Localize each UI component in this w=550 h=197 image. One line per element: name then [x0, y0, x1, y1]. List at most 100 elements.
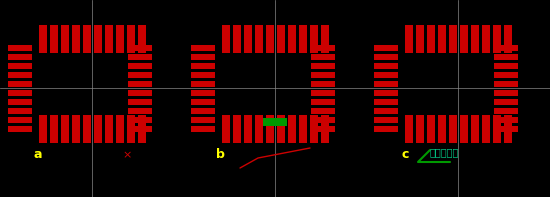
Bar — [138, 115, 146, 143]
Bar — [8, 81, 32, 86]
Bar — [374, 45, 398, 50]
Bar — [191, 45, 215, 50]
Bar — [128, 45, 152, 50]
Bar — [437, 115, 446, 143]
Bar — [448, 115, 456, 143]
Bar — [191, 72, 215, 77]
Bar — [126, 115, 135, 143]
Bar — [311, 45, 335, 50]
Bar — [374, 125, 398, 132]
Bar — [39, 115, 47, 143]
Bar — [311, 116, 335, 123]
Bar — [266, 115, 273, 143]
Bar — [311, 72, 335, 77]
Bar — [404, 25, 412, 53]
Bar — [233, 25, 240, 53]
Bar — [8, 72, 32, 77]
Bar — [39, 25, 47, 53]
Bar — [374, 108, 398, 113]
Bar — [233, 115, 240, 143]
Bar — [191, 108, 215, 113]
Bar — [299, 25, 306, 53]
Bar — [481, 25, 490, 53]
Bar — [288, 115, 295, 143]
Bar — [481, 115, 490, 143]
Bar — [116, 25, 124, 53]
Bar — [311, 62, 335, 69]
Bar — [311, 89, 335, 96]
Bar — [494, 54, 518, 59]
Bar — [374, 54, 398, 59]
Bar — [8, 116, 32, 123]
Bar — [321, 25, 328, 53]
Bar — [459, 115, 468, 143]
Bar — [494, 81, 518, 86]
Bar — [8, 125, 32, 132]
Bar — [191, 89, 215, 96]
Bar — [288, 25, 295, 53]
Bar — [138, 25, 146, 53]
Bar — [8, 108, 32, 113]
Bar — [8, 54, 32, 59]
Bar — [437, 25, 446, 53]
Bar — [415, 25, 424, 53]
Bar — [60, 115, 69, 143]
Bar — [128, 54, 152, 59]
Bar — [94, 115, 102, 143]
Bar — [503, 25, 512, 53]
Bar — [494, 116, 518, 123]
Bar — [72, 115, 80, 143]
Bar — [8, 98, 32, 104]
Bar — [8, 89, 32, 96]
Bar — [311, 108, 335, 113]
Bar — [374, 62, 398, 69]
Bar — [494, 72, 518, 77]
Bar — [8, 62, 32, 69]
Bar — [60, 25, 69, 53]
Bar — [128, 98, 152, 104]
Bar — [374, 72, 398, 77]
Bar — [494, 108, 518, 113]
Bar — [126, 25, 135, 53]
Bar — [104, 115, 113, 143]
Bar — [311, 98, 335, 104]
Bar — [277, 25, 284, 53]
Bar — [494, 98, 518, 104]
Bar — [374, 116, 398, 123]
Bar — [266, 25, 273, 53]
Bar — [128, 89, 152, 96]
Bar — [50, 115, 58, 143]
Bar — [374, 89, 398, 96]
Bar — [404, 115, 412, 143]
Bar — [128, 116, 152, 123]
Bar — [311, 81, 335, 86]
Bar — [426, 25, 434, 53]
Bar — [128, 62, 152, 69]
Bar — [426, 115, 434, 143]
Bar — [263, 118, 287, 126]
Bar — [277, 115, 284, 143]
Bar — [191, 116, 215, 123]
Bar — [128, 125, 152, 132]
Bar — [191, 125, 215, 132]
Bar — [470, 115, 478, 143]
Bar — [50, 25, 58, 53]
Bar — [492, 25, 500, 53]
Bar — [311, 54, 335, 59]
Bar — [311, 125, 335, 132]
Bar — [321, 115, 328, 143]
Bar — [470, 25, 478, 53]
Bar — [244, 115, 251, 143]
Bar — [128, 81, 152, 86]
Text: b: b — [216, 149, 224, 162]
Bar — [191, 81, 215, 86]
Bar — [494, 62, 518, 69]
Text: a: a — [34, 149, 42, 162]
Bar — [8, 45, 32, 50]
Bar — [191, 62, 215, 69]
Bar — [374, 81, 398, 86]
Bar — [191, 98, 215, 104]
Bar — [82, 115, 91, 143]
Bar — [310, 115, 317, 143]
Bar — [494, 125, 518, 132]
